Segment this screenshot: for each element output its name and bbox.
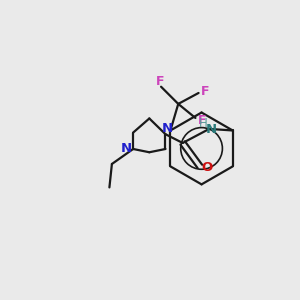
Text: F: F xyxy=(197,114,206,127)
Text: N: N xyxy=(206,123,217,136)
Text: H: H xyxy=(199,117,208,130)
Text: N: N xyxy=(121,142,132,155)
Text: N: N xyxy=(161,122,172,135)
Text: F: F xyxy=(201,85,210,98)
Text: O: O xyxy=(201,161,212,175)
Text: F: F xyxy=(156,75,164,88)
